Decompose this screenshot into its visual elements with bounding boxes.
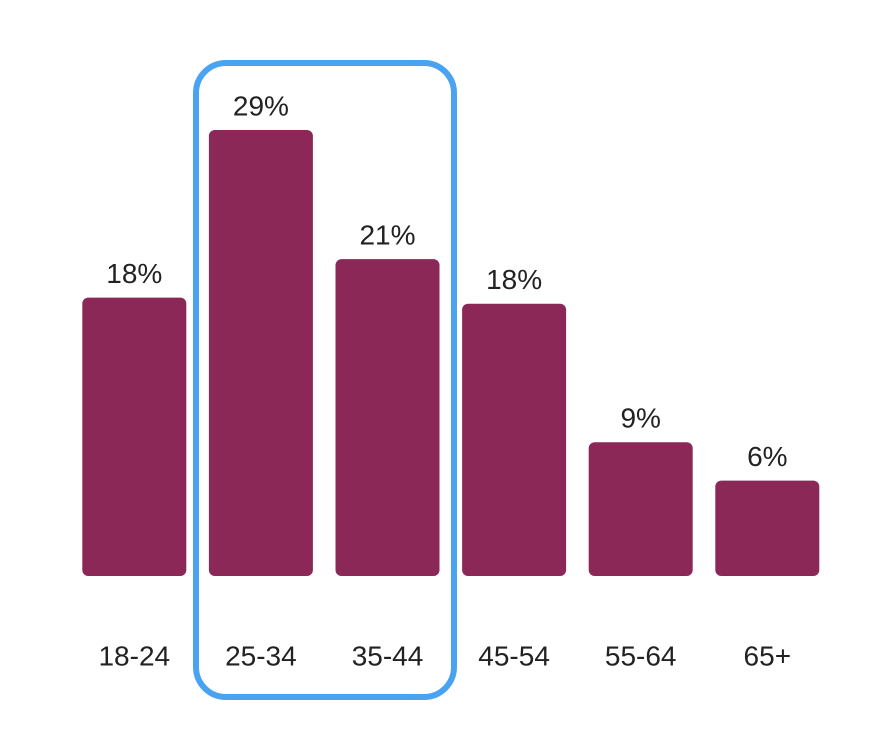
bar xyxy=(588,442,693,576)
value-label: 6% xyxy=(747,441,787,472)
x-tick-label: 65+ xyxy=(744,640,792,671)
value-label: 9% xyxy=(620,403,660,434)
value-label: 29% xyxy=(233,90,289,121)
value-label: 18% xyxy=(486,264,542,295)
x-tick-label: 18-24 xyxy=(98,640,170,671)
value-label: 18% xyxy=(106,258,162,289)
bar xyxy=(715,480,820,576)
selection-highlight xyxy=(193,60,457,700)
bar xyxy=(462,303,567,576)
x-tick-label: 45-54 xyxy=(478,640,550,671)
x-tick-label: 55-64 xyxy=(605,640,677,671)
x-tick-label: 35-44 xyxy=(352,640,424,671)
bar xyxy=(208,130,313,576)
bar xyxy=(82,297,187,576)
bar xyxy=(335,259,440,576)
value-label: 21% xyxy=(359,220,415,251)
x-tick-label: 25-34 xyxy=(225,640,297,671)
